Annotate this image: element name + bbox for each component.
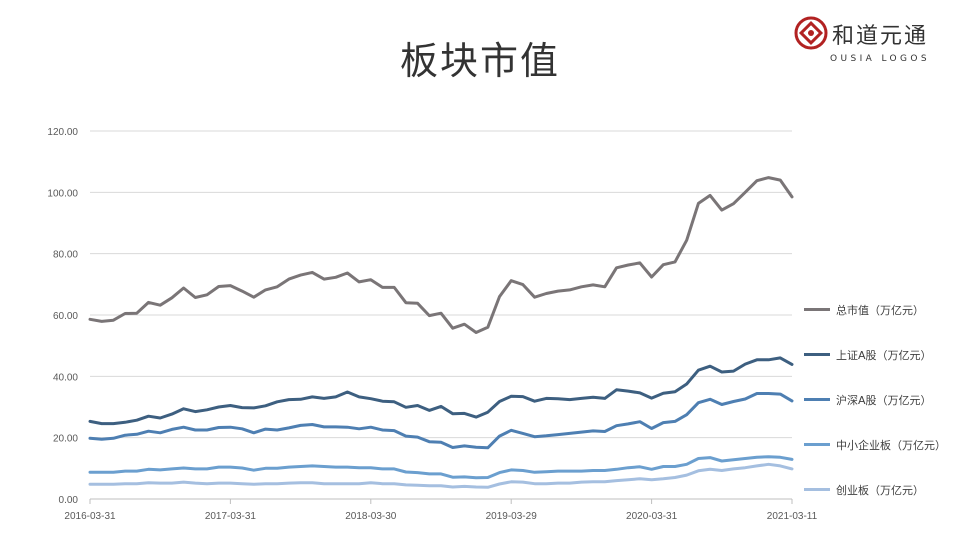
logo-mark-icon xyxy=(794,16,828,50)
legend-label: 沪深A股（万亿元） xyxy=(836,394,932,407)
legend-label: 总市值（万亿元） xyxy=(836,304,924,317)
legend-label: 创业板（万亿元） xyxy=(836,484,924,497)
x-tick-label: 2018-03-30 xyxy=(345,511,397,522)
series-line-3 xyxy=(88,455,794,480)
y-tick-label: 0.00 xyxy=(59,495,79,506)
legend-swatch xyxy=(804,398,830,401)
x-tick-label: 2017-03-31 xyxy=(205,511,257,522)
logo-chinese-text: 和道元通 xyxy=(832,24,929,49)
y-tick-label: 20.00 xyxy=(53,434,78,445)
chart-title: 板块市值 xyxy=(399,39,560,83)
legend-swatch xyxy=(804,353,830,356)
logo-english-text: OUSIA LOGOS xyxy=(830,54,931,64)
legend-swatch xyxy=(804,443,830,446)
y-tick-label: 40.00 xyxy=(53,372,78,383)
y-tick-label: 80.00 xyxy=(53,250,78,261)
x-tick-label: 2020-03-31 xyxy=(626,511,678,522)
y-tick-label: 100.00 xyxy=(47,188,78,199)
x-tick-label: 2021-03-11 xyxy=(767,511,818,522)
series-line-0 xyxy=(88,176,794,334)
company-logo: 和道元通 OUSIA LOGOS xyxy=(792,14,952,66)
series-line-1 xyxy=(88,356,794,426)
legend-swatch xyxy=(804,488,830,491)
x-tick-label: 2019-03-29 xyxy=(486,511,538,522)
y-tick-label: 60.00 xyxy=(53,311,78,322)
legend-swatch xyxy=(804,308,830,311)
series-lines xyxy=(88,176,794,489)
x-tick-label: 2016-03-31 xyxy=(64,511,116,522)
axes: 0.00 20.00 40.00 60.00 80.00 100.00 120.00 2016… xyxy=(47,127,817,522)
series-line-4 xyxy=(88,462,794,489)
series-line-2 xyxy=(88,392,794,450)
legend-label: 上证A股（万亿元） xyxy=(836,349,932,362)
y-tick-label: 120.00 xyxy=(47,127,78,138)
gridlines xyxy=(90,130,792,439)
legend-label: 中小企业板（万亿元） xyxy=(836,439,946,452)
